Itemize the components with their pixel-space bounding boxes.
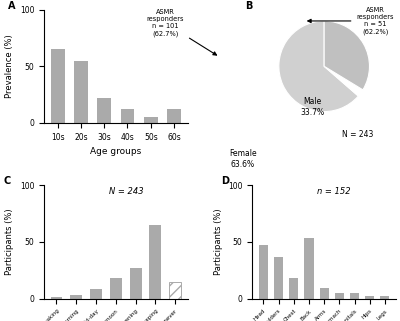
Text: Female
63.6%: Female 63.6% (229, 150, 256, 169)
Text: B: B (245, 1, 252, 11)
Bar (167, 109, 181, 123)
Bar (74, 61, 88, 123)
Bar (110, 278, 122, 299)
Y-axis label: Participants (%): Participants (%) (5, 209, 14, 275)
Bar (90, 290, 102, 299)
Y-axis label: Prevalence (%): Prevalence (%) (5, 34, 14, 98)
Bar (130, 268, 142, 299)
Text: ASMR
responders
n = 51
(62.2%): ASMR responders n = 51 (62.2%) (308, 7, 394, 35)
Bar (144, 117, 158, 123)
Bar (120, 109, 134, 123)
Text: N = 243: N = 243 (342, 129, 374, 139)
Text: ASMR
responders
n = 101
(62.7%): ASMR responders n = 101 (62.7%) (147, 10, 216, 55)
Wedge shape (279, 21, 358, 112)
Text: n = 152: n = 152 (317, 187, 351, 196)
Wedge shape (324, 21, 370, 90)
Bar (97, 98, 111, 123)
Y-axis label: Participants (%): Participants (%) (214, 209, 222, 275)
Text: A: A (8, 1, 16, 11)
Text: Male
33.7%: Male 33.7% (301, 97, 325, 117)
Bar (304, 239, 314, 299)
Bar (335, 293, 344, 299)
Bar (169, 282, 181, 299)
Bar (150, 225, 161, 299)
Bar (380, 296, 390, 299)
Bar (50, 297, 62, 299)
Bar (320, 288, 329, 299)
Text: D: D (221, 176, 229, 186)
Wedge shape (324, 66, 363, 96)
Bar (289, 278, 298, 299)
Bar (274, 256, 283, 299)
Bar (70, 295, 82, 299)
Bar (365, 296, 374, 299)
Bar (50, 49, 64, 123)
Bar (350, 293, 359, 299)
Text: N = 243: N = 243 (109, 187, 143, 196)
Text: C: C (4, 176, 11, 186)
Bar (259, 245, 268, 299)
X-axis label: Age groups: Age groups (90, 147, 142, 156)
